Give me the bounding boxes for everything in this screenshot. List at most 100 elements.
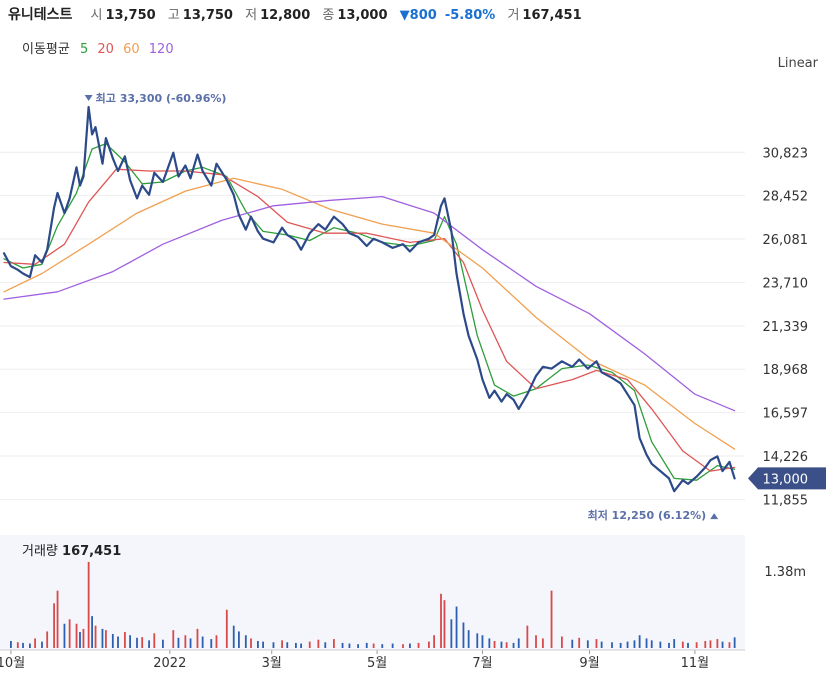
volume-bar: [626, 641, 629, 648]
volume-bar: [428, 641, 430, 648]
ma-period-20[interactable]: 20: [97, 42, 114, 57]
price-tick-label: 11,855: [763, 493, 809, 508]
scale-mode-toggle[interactable]: Linear: [777, 56, 818, 71]
volume-bar: [244, 635, 247, 648]
volume-panel-label: 거래량: [22, 544, 58, 559]
price-tick-label: 23,710: [763, 276, 809, 291]
high-marker: [84, 94, 93, 101]
volume-bar: [433, 635, 435, 648]
ma-line-20: [3, 168, 736, 472]
x-tick-label: 3월: [262, 656, 282, 671]
x-tick-label: 2022: [153, 656, 186, 671]
volume-bar: [450, 619, 453, 648]
volume-bar: [153, 633, 156, 648]
high-annotation: 최고 33,300 (-60.96%): [96, 91, 227, 105]
volume-bar: [162, 639, 164, 648]
ma-period-120[interactable]: 120: [148, 42, 174, 57]
volume-bar: [659, 641, 662, 648]
volume-bar: [341, 642, 344, 648]
volume-bar: [704, 640, 707, 648]
ma-legend-title: 이동평균: [22, 42, 70, 57]
volume-bar: [716, 639, 719, 648]
annotations: 최고 33,300 (-60.96%) 최저 12,250 (6.12%): [84, 91, 719, 522]
price-tick-label: 14,226: [763, 450, 809, 465]
ma-line-60: [3, 177, 736, 450]
price-tick-label: 28,452: [763, 190, 809, 205]
volume-bar: [673, 639, 676, 648]
volume-bar: [238, 631, 240, 648]
volume-bar: [22, 642, 24, 648]
ma-line-120: [3, 195, 736, 412]
x-tick-label: 10월: [0, 656, 25, 671]
volume-bar: [196, 628, 199, 648]
volume-bar: [709, 640, 712, 648]
stock-name: 유니테스트: [8, 7, 73, 23]
price-tick-label: 21,339: [763, 320, 809, 335]
volume-bar: [462, 622, 465, 648]
volume-bar: [46, 631, 49, 648]
volume-bar: [189, 638, 192, 648]
volume-bar: [595, 639, 598, 648]
volume-bar: [488, 638, 491, 648]
volume-bar: [184, 635, 187, 648]
volume-axis-label: 1.38m: [764, 565, 806, 580]
price-tick-label: 26,081: [763, 233, 809, 248]
volume-bar: [695, 642, 698, 648]
volume-bar: [272, 642, 275, 648]
volume-bar: [571, 639, 574, 648]
volume-bar: [172, 630, 175, 648]
high-value: 13,750: [182, 8, 233, 23]
low-marker: [710, 513, 719, 520]
volume-bar: [365, 642, 368, 648]
volume-panel-value: 167,451: [62, 544, 122, 559]
change-value: ▼800: [399, 8, 437, 23]
volume-bar: [333, 639, 335, 648]
volume-bar: [75, 623, 78, 648]
change-percent: -5.80%: [444, 8, 496, 23]
volume-bar: [210, 639, 213, 648]
volume-bar: [348, 643, 351, 648]
x-tick-label: 5월: [367, 656, 387, 671]
ma-period-60[interactable]: 60: [123, 42, 140, 57]
close-value: 13,000: [337, 8, 388, 23]
ma-period-5[interactable]: 5: [79, 42, 89, 57]
volume-bar: [512, 642, 515, 648]
volume-bar: [372, 643, 375, 648]
volume-bar: [300, 643, 302, 648]
current-price-marker: 13,000: [748, 467, 826, 490]
x-tick-label: 11월: [681, 656, 710, 671]
volume-value: 167,451: [522, 8, 582, 23]
volume-bar: [101, 628, 104, 648]
volume-bar: [402, 644, 404, 648]
price-line: [2, 105, 736, 493]
volume-bar: [41, 641, 43, 648]
volume-bar: [728, 642, 731, 648]
ma-line-5: [3, 142, 736, 481]
volume-panel-bg: [0, 535, 745, 650]
volume-bar: [638, 635, 641, 648]
price-tick-label: 30,823: [763, 146, 809, 161]
volume-bar: [94, 625, 97, 648]
close-label: 종: [322, 8, 335, 23]
open-value: 13,750: [105, 8, 156, 23]
moving-average-legend[interactable]: 이동평균 5 20 60 120: [22, 38, 179, 57]
price-tick-label: 18,968: [763, 363, 809, 378]
volume-bar: [561, 636, 563, 648]
volume-bar: [645, 638, 648, 648]
grid: [0, 151, 745, 500]
volume-bar: [91, 616, 93, 648]
volume-bar: [550, 590, 553, 648]
volume-bar: [668, 642, 670, 648]
volume-bar: [467, 630, 470, 648]
volume-bar: [87, 561, 90, 648]
volume-bar: [308, 641, 311, 648]
volume-bar: [611, 642, 613, 648]
volume-bar: [633, 640, 636, 648]
volume-bar: [177, 637, 180, 648]
x-tick-label: 9월: [579, 656, 599, 671]
volume-bar: [262, 641, 264, 648]
volume-bar: [440, 593, 442, 648]
volume-bar: [526, 625, 529, 648]
quote-header: 유니테스트 시 13,750 고 13,750 저 12,800 종 13,000 ▼8…: [8, 4, 590, 24]
